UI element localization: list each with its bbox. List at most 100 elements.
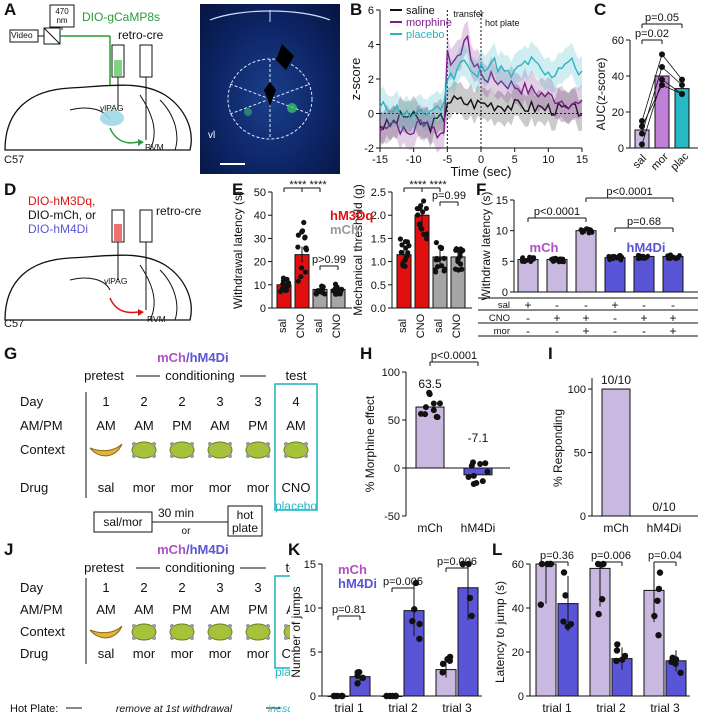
label-mch: mCh <box>530 240 559 255</box>
legend-mch: mCh <box>330 222 359 237</box>
point <box>426 389 433 396</box>
bar-2 <box>575 230 597 293</box>
lat-point <box>303 247 310 253</box>
day-0: 1 <box>102 580 109 595</box>
ampm-4: PM <box>248 602 268 617</box>
panel-i: 0 50 100 % Responding mCh hM4Di 10/10 0/10 <box>548 344 702 540</box>
thr-point <box>416 221 422 227</box>
point <box>430 407 437 414</box>
context-dot <box>304 454 308 458</box>
point <box>412 579 420 587</box>
y-tick-label: -50 <box>384 511 400 523</box>
test-highlight-box <box>274 383 318 511</box>
ampm-3: AM <box>210 418 230 433</box>
hot-label: hot <box>237 508 254 522</box>
day-3: 3 <box>216 580 223 595</box>
thr-point <box>397 236 404 242</box>
ampm-2: PM <box>172 602 192 617</box>
thr-point <box>459 266 465 272</box>
thr-x-tick-label-3: CNO <box>451 313 463 338</box>
lat-point <box>338 288 344 294</box>
row-label-2: Context <box>20 442 65 457</box>
point <box>562 592 569 599</box>
context-dot <box>228 442 232 446</box>
point <box>459 560 466 568</box>
y-tick-label: 0 <box>368 109 374 121</box>
day-1: 2 <box>140 580 147 595</box>
cell-mor-0: - <box>526 324 530 338</box>
context-dot <box>304 442 308 446</box>
brain-outline <box>4 84 192 151</box>
lat-point <box>295 244 301 250</box>
thr-y-tick-label: 0.5 <box>371 280 386 292</box>
cell-CNO-0: - <box>526 311 530 325</box>
bar-0 <box>517 258 539 293</box>
responding-chart: 0 50 100 % Responding mCh hM4Di 10/10 0/10 <box>551 373 698 535</box>
bar-hM4Di <box>463 467 493 476</box>
ampm-1: AM <box>134 602 154 617</box>
day-0: 1 <box>102 394 109 409</box>
context-dot <box>284 636 288 640</box>
point <box>595 610 602 618</box>
value-label-mch: 63.5 <box>418 377 442 391</box>
x-tick-label-1: hM4Di <box>461 521 496 535</box>
y-tick-label: 40 <box>612 71 624 83</box>
syringe-d2 <box>139 209 153 243</box>
label-hm4di: hM4Di <box>627 240 666 255</box>
laser-label: 470 nm <box>55 7 69 25</box>
cre-label-a: retro-cre <box>118 28 164 42</box>
subject-point <box>639 130 645 137</box>
context-dot <box>190 454 194 458</box>
point <box>484 468 491 475</box>
context-dot <box>190 624 194 628</box>
y-tick-label: 5 <box>502 256 508 268</box>
point <box>465 560 472 568</box>
lat-point <box>332 291 339 297</box>
panel-c: 0 20 40 60 AUC(z-score) sal mor plac p=0.05 p=0.0… <box>594 0 702 180</box>
morphine-effect-chart: -50 0 50 100 % Morphine effect mCh hM4Di 63.5 -7… <box>363 350 510 535</box>
point <box>537 601 545 608</box>
bar-3 <box>604 257 626 293</box>
conditioning-schematic-g: mCh/hM4Di pretest conditioning test Day AM/PM… <box>20 350 318 537</box>
p-thr-mch-label: p=0.99 <box>432 190 466 202</box>
x-tick-label-2: trial 3 <box>650 701 680 715</box>
thr-point <box>433 269 439 275</box>
point <box>635 252 641 258</box>
day-2: 2 <box>178 394 185 409</box>
panel-l: 0 20 40 60 Latency to jump (s) trial 1 trial 2… <box>492 540 702 720</box>
point <box>482 460 489 467</box>
thr-point <box>457 253 463 259</box>
lat-point <box>301 219 307 226</box>
x-tick-label-plac: plac <box>668 150 691 173</box>
point <box>439 669 446 676</box>
context-dot <box>228 636 232 640</box>
context-dot <box>170 442 174 446</box>
thr-point <box>453 247 459 253</box>
y-tick-label: 0 <box>580 511 586 523</box>
lat-y-tick-label: 40 <box>254 210 266 222</box>
x-tick-label: -5 <box>442 154 452 166</box>
context-dot <box>170 454 174 458</box>
p-sal-mor-label: p=0.02 <box>635 28 669 40</box>
point <box>607 255 612 261</box>
virus-label-d3: DIO-hM4Di <box>28 222 89 236</box>
panel-label-h: H <box>360 344 373 363</box>
context-dot <box>266 442 270 446</box>
context-dot <box>284 454 288 458</box>
y-tick-label: 50 <box>574 448 586 460</box>
cell-mor-2: + <box>582 324 589 338</box>
hotplate-row-label: Hot Plate: <box>10 703 58 715</box>
conditioning-schematic-j: mCh/hM4DipretestconditioningtestDayAM/PM… <box>10 542 324 715</box>
lat-point <box>302 234 308 240</box>
thr-point <box>405 250 411 256</box>
x-tick-label-0: mCh <box>603 521 628 535</box>
point <box>439 660 447 668</box>
context-grid-icon <box>245 623 271 641</box>
series-line-placebo <box>379 55 583 120</box>
zscore-chart: -2 0 2 4 6 -15 -10 -5 0 5 10 15 z-score Time (sec) tra… <box>348 5 588 179</box>
y-tick-label: 5 <box>310 647 316 659</box>
panel-label-a: A <box>4 0 17 19</box>
context-dot <box>228 624 232 628</box>
cell-sal-1: - <box>555 298 559 312</box>
x-tick-label-mor: mor <box>649 151 671 173</box>
